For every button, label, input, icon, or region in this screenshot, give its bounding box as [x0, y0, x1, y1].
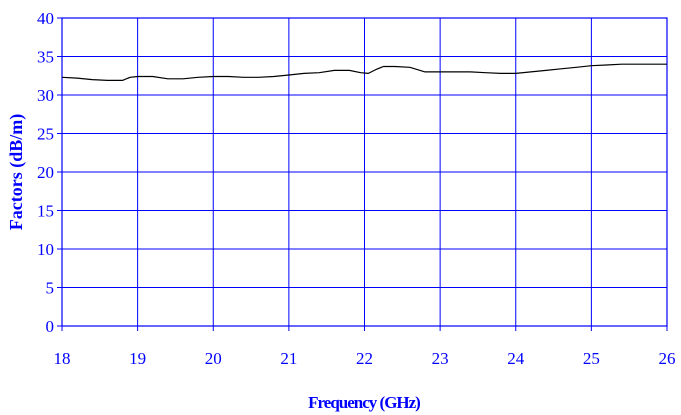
y-tick-label: 40	[37, 9, 54, 28]
tick-labels: 0 5 10 15 20 25 30 35 40 18 19 20 21 22 23 24 25 26	[37, 9, 676, 368]
y-axis-title: Factors (dB/m)	[6, 114, 27, 230]
x-tick-label: 21	[280, 349, 297, 368]
y-tick-label: 5	[46, 279, 55, 298]
x-tick-label: 25	[583, 349, 600, 368]
series-line-1	[61, 63, 667, 82]
y-tick-label: 15	[37, 202, 54, 221]
x-tick-label: 20	[205, 349, 222, 368]
x-tick-label: 26	[659, 349, 676, 368]
y-tick-label: 20	[37, 163, 54, 182]
axes	[57, 17, 668, 331]
series-layer	[61, 63, 667, 82]
y-tick-label: 10	[37, 240, 54, 259]
y-tick-label: 0	[46, 317, 55, 336]
x-tick-label: 18	[54, 349, 71, 368]
x-tick-label: 22	[356, 349, 373, 368]
y-tick-label: 35	[37, 48, 54, 67]
x-tick-label: 24	[507, 349, 525, 368]
x-tick-label: 19	[129, 349, 146, 368]
y-tick-label: 25	[37, 125, 54, 144]
x-tick-label: 23	[432, 349, 449, 368]
y-tick-label: 30	[37, 86, 54, 105]
x-axis-title: Frequency (GHz)	[308, 393, 420, 412]
